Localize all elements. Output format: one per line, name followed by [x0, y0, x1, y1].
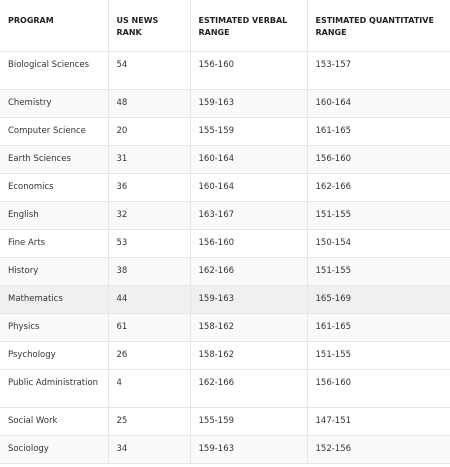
table-cell: 159-163 — [189, 435, 307, 464]
table-cell: Fine Arts — [0, 229, 108, 258]
table-cell: 161-165 — [306, 313, 450, 342]
table-cell: 156-160 — [306, 369, 450, 408]
table-cell: 38 — [107, 257, 190, 286]
table-cell: 159-163 — [189, 285, 307, 314]
table-row: Fine Arts 53 156-160 150-154 — [0, 229, 450, 258]
table-cell: 36 — [107, 173, 190, 202]
table-cell: 26 — [107, 341, 190, 370]
table-cell: 161-165 — [306, 117, 450, 146]
header-row: PROGRAM US NEWS RANK ESTIMATED VERBAL RANG… — [0, 0, 450, 52]
table-cell: 147-151 — [306, 407, 450, 436]
table-cell: History — [0, 257, 108, 286]
table-cell: English — [0, 201, 108, 230]
table-cell: 53 — [107, 229, 190, 258]
table-cell: 158-162 — [189, 313, 307, 342]
table-cell: 151-155 — [306, 257, 450, 286]
table-cell: 160-164 — [306, 89, 450, 118]
table-cell: 153-157 — [306, 51, 450, 90]
table-cell: 4 — [107, 369, 190, 408]
table-cell: Biological Sciences — [0, 51, 108, 90]
header-cell: US NEWS RANK — [107, 0, 190, 52]
table-cell: 61 — [107, 313, 190, 342]
table-cell: 34 — [107, 435, 190, 464]
table-row: Social Work 25 155-159 147-151 — [0, 407, 450, 436]
table-cell: 158-162 — [189, 341, 307, 370]
table-cell: 151-155 — [306, 201, 450, 230]
table-cell: 163-167 — [189, 201, 307, 230]
table-cell: 160-164 — [189, 173, 307, 202]
table-cell: 162-166 — [189, 369, 307, 408]
table-cell: 152-156 — [306, 435, 450, 464]
table-cell: 155-159 — [189, 407, 307, 436]
table-cell: 48 — [107, 89, 190, 118]
table-row: Physics 61 158-162 161-165 — [0, 313, 450, 342]
header-cell: ESTIMATED VERBAL RANGE — [189, 0, 307, 52]
table-cell: 20 — [107, 117, 190, 146]
table-cell: 54 — [107, 51, 190, 90]
table-row: Chemistry 48 159-163 160-164 — [0, 89, 450, 118]
table-cell: Mathematics — [0, 285, 108, 314]
table-cell: 165-169 — [306, 285, 450, 314]
table-cell: Social Work — [0, 407, 108, 436]
table-row: Computer Science 20 155-159 161-165 — [0, 117, 450, 146]
table-cell: Psychology — [0, 341, 108, 370]
table-row: Biological Sciences 54 156-160 153-157 — [0, 51, 450, 90]
table-cell: Chemistry — [0, 89, 108, 118]
table-cell: Computer Science — [0, 117, 108, 146]
table-cell: 156-160 — [306, 145, 450, 174]
table-body: Biological Sciences 54 156-160 153-157 Chemi… — [0, 51, 450, 464]
table-cell: Earth Sciences — [0, 145, 108, 174]
table-cell: Economics — [0, 173, 108, 202]
table-cell: Physics — [0, 313, 108, 342]
table-cell: 31 — [107, 145, 190, 174]
table-cell: 32 — [107, 201, 190, 230]
table-cell: 25 — [107, 407, 190, 436]
table-cell: 44 — [107, 285, 190, 314]
table-row: Psychology 26 158-162 151-155 — [0, 341, 450, 370]
table-row: Public Administration 4 162-166 156-160 — [0, 369, 450, 408]
table-cell: Public Administration — [0, 369, 108, 408]
table-cell: Sociology — [0, 435, 108, 464]
table-cell: 155-159 — [189, 117, 307, 146]
table-cell: 151-155 — [306, 341, 450, 370]
table-cell: 160-164 — [189, 145, 307, 174]
table-cell: 156-160 — [189, 51, 307, 90]
table-row: History 38 162-166 151-155 — [0, 257, 450, 286]
table-row: Economics 36 160-164 162-166 — [0, 173, 450, 202]
table-row: Sociology 34 159-163 152-156 — [0, 435, 450, 464]
table-row: Mathematics 44 159-163 165-169 — [0, 285, 450, 314]
table-cell: 159-163 — [189, 89, 307, 118]
table-row: English 32 163-167 151-155 — [0, 201, 450, 230]
table-cell: 156-160 — [189, 229, 307, 258]
table-cell: 162-166 — [306, 173, 450, 202]
table-row: Earth Sciences 31 160-164 156-160 — [0, 145, 450, 174]
table-cell: 150-154 — [306, 229, 450, 258]
header-cell: ESTIMATED QUANTITATIVE RANGE — [306, 0, 450, 52]
table-cell: 162-166 — [189, 257, 307, 286]
header-cell: PROGRAM — [0, 0, 108, 52]
